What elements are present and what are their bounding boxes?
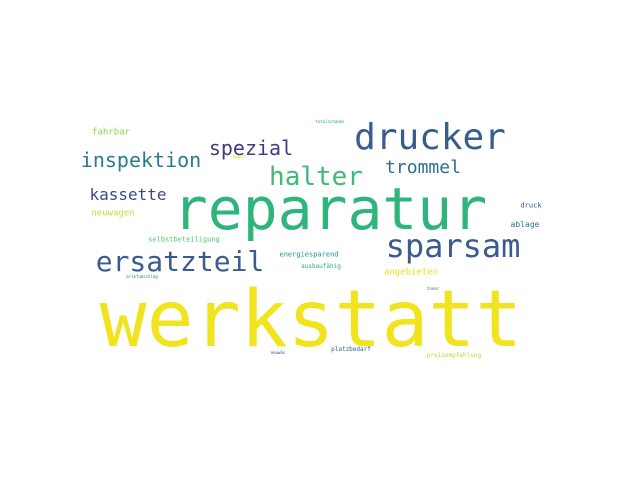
word-toner: toner bbox=[426, 286, 440, 291]
word-halter: halter bbox=[269, 162, 363, 192]
word-kaputt: kaputt bbox=[232, 154, 248, 159]
word-neuwaes: neuwäs bbox=[270, 350, 286, 355]
word-reparatur: reparatur bbox=[172, 175, 488, 243]
word-werkstatt: werkstatt bbox=[99, 275, 523, 365]
word-totalschaden: totalschaden bbox=[315, 119, 345, 124]
word-inspektion: inspektion bbox=[80, 148, 202, 172]
word-kassette: kassette bbox=[89, 185, 167, 204]
word-ausbaufaehig: ausbaufähig bbox=[301, 263, 341, 270]
word-preisempfehlung: preisempfehlung bbox=[426, 352, 482, 359]
word-trommel: trommel bbox=[385, 157, 461, 178]
word-ablage: ablage bbox=[510, 220, 540, 229]
word-angebieten: angebieten bbox=[383, 267, 439, 278]
word-ersatzteil: ersatzteil bbox=[95, 245, 265, 278]
word-selbstbeteiligung: selbstbeteiligung bbox=[148, 235, 220, 244]
word-briefumschlag: briefumschlag bbox=[126, 274, 158, 279]
word-druck: druck bbox=[520, 201, 542, 210]
word-drucker: drucker bbox=[354, 117, 506, 158]
word-fahrbar: fahrbar bbox=[92, 127, 130, 138]
word-sparsam: sparsam bbox=[385, 227, 521, 265]
word-neuwagen: neuwagen bbox=[91, 208, 135, 219]
word-platzbedarf: platzbedarf bbox=[331, 346, 371, 353]
word-energiesparend: energiesparend bbox=[279, 250, 339, 259]
word-spezial: spezial bbox=[208, 136, 294, 160]
